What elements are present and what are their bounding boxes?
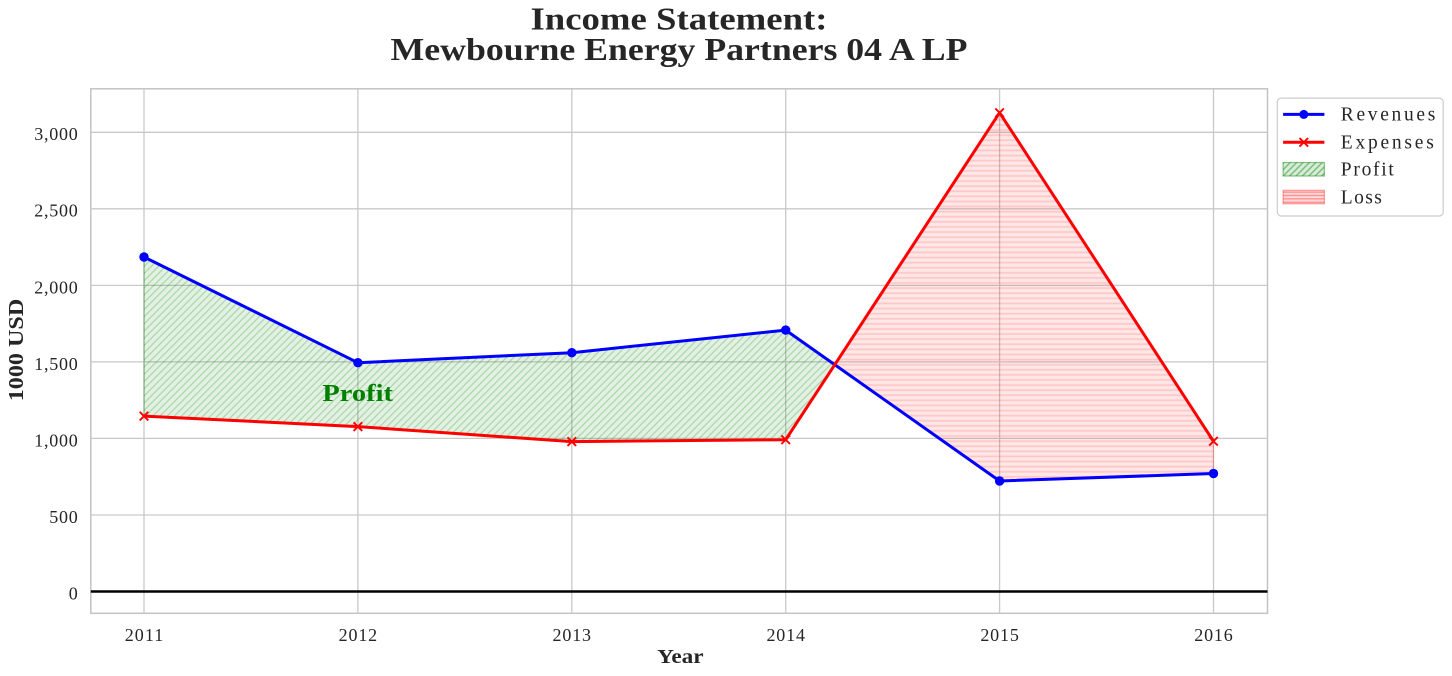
- svg-text:Expenses: Expenses: [1341, 133, 1434, 154]
- svg-text:Profit: Profit: [322, 381, 393, 407]
- svg-text:2014: 2014: [766, 625, 805, 645]
- svg-text:Year: Year: [657, 646, 704, 668]
- svg-text:2012: 2012: [339, 625, 378, 645]
- svg-text:Mewbourne Energy Partners 04 A: Mewbourne Energy Partners 04 A LP: [391, 32, 968, 67]
- svg-text:2016: 2016: [1194, 625, 1233, 645]
- svg-text:1,500: 1,500: [34, 354, 78, 374]
- svg-text:Profit: Profit: [1341, 160, 1395, 181]
- svg-text:2015: 2015: [980, 625, 1019, 645]
- svg-text:Income Statement:: Income Statement:: [531, 2, 828, 37]
- svg-text:Revenues: Revenues: [1341, 104, 1436, 125]
- svg-text:2011: 2011: [125, 625, 164, 645]
- svg-text:2,500: 2,500: [34, 201, 78, 221]
- svg-text:2013: 2013: [553, 625, 592, 645]
- svg-text:1,000: 1,000: [34, 430, 78, 450]
- svg-text:500: 500: [49, 507, 78, 527]
- svg-text:Loss: Loss: [1341, 187, 1382, 208]
- svg-text:2,000: 2,000: [34, 277, 78, 297]
- svg-text:0: 0: [69, 583, 78, 603]
- svg-text:3,000: 3,000: [34, 124, 78, 144]
- svg-text:1000 USD: 1000 USD: [4, 299, 28, 402]
